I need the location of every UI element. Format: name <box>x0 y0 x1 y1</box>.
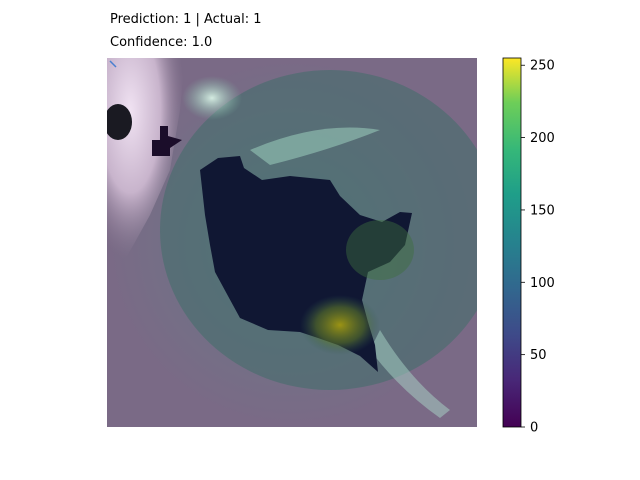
corner-mark <box>109 60 117 68</box>
bright-spot-top <box>182 76 242 120</box>
bright-streak-bottom <box>370 330 450 418</box>
colorbar-tick-label: 250 <box>530 59 555 74</box>
chart-title-confidence: Confidence: 1.0 <box>110 35 213 50</box>
chart-title-prediction: Prediction: 1 | Actual: 1 <box>110 12 262 27</box>
colorbar-tick-label: 100 <box>530 276 555 291</box>
hot-spot <box>300 295 380 355</box>
colorbar-tick-label: 150 <box>530 203 555 218</box>
colorbar-tick-label: 50 <box>530 348 547 363</box>
dark-fragment <box>152 126 182 156</box>
colorbar-tick-label: 200 <box>530 131 555 146</box>
bright-streak <box>250 127 380 165</box>
colorbar-gradient <box>502 57 522 428</box>
dark-spot-left <box>107 104 132 140</box>
colorbar: 0 50 100 150 200 250 <box>502 57 555 436</box>
colorbar-ticks: 0 50 100 150 200 250 <box>521 59 555 436</box>
warm-area <box>346 220 414 280</box>
heatmap-image <box>107 58 477 427</box>
colorbar-tick-label: 0 <box>530 421 538 436</box>
